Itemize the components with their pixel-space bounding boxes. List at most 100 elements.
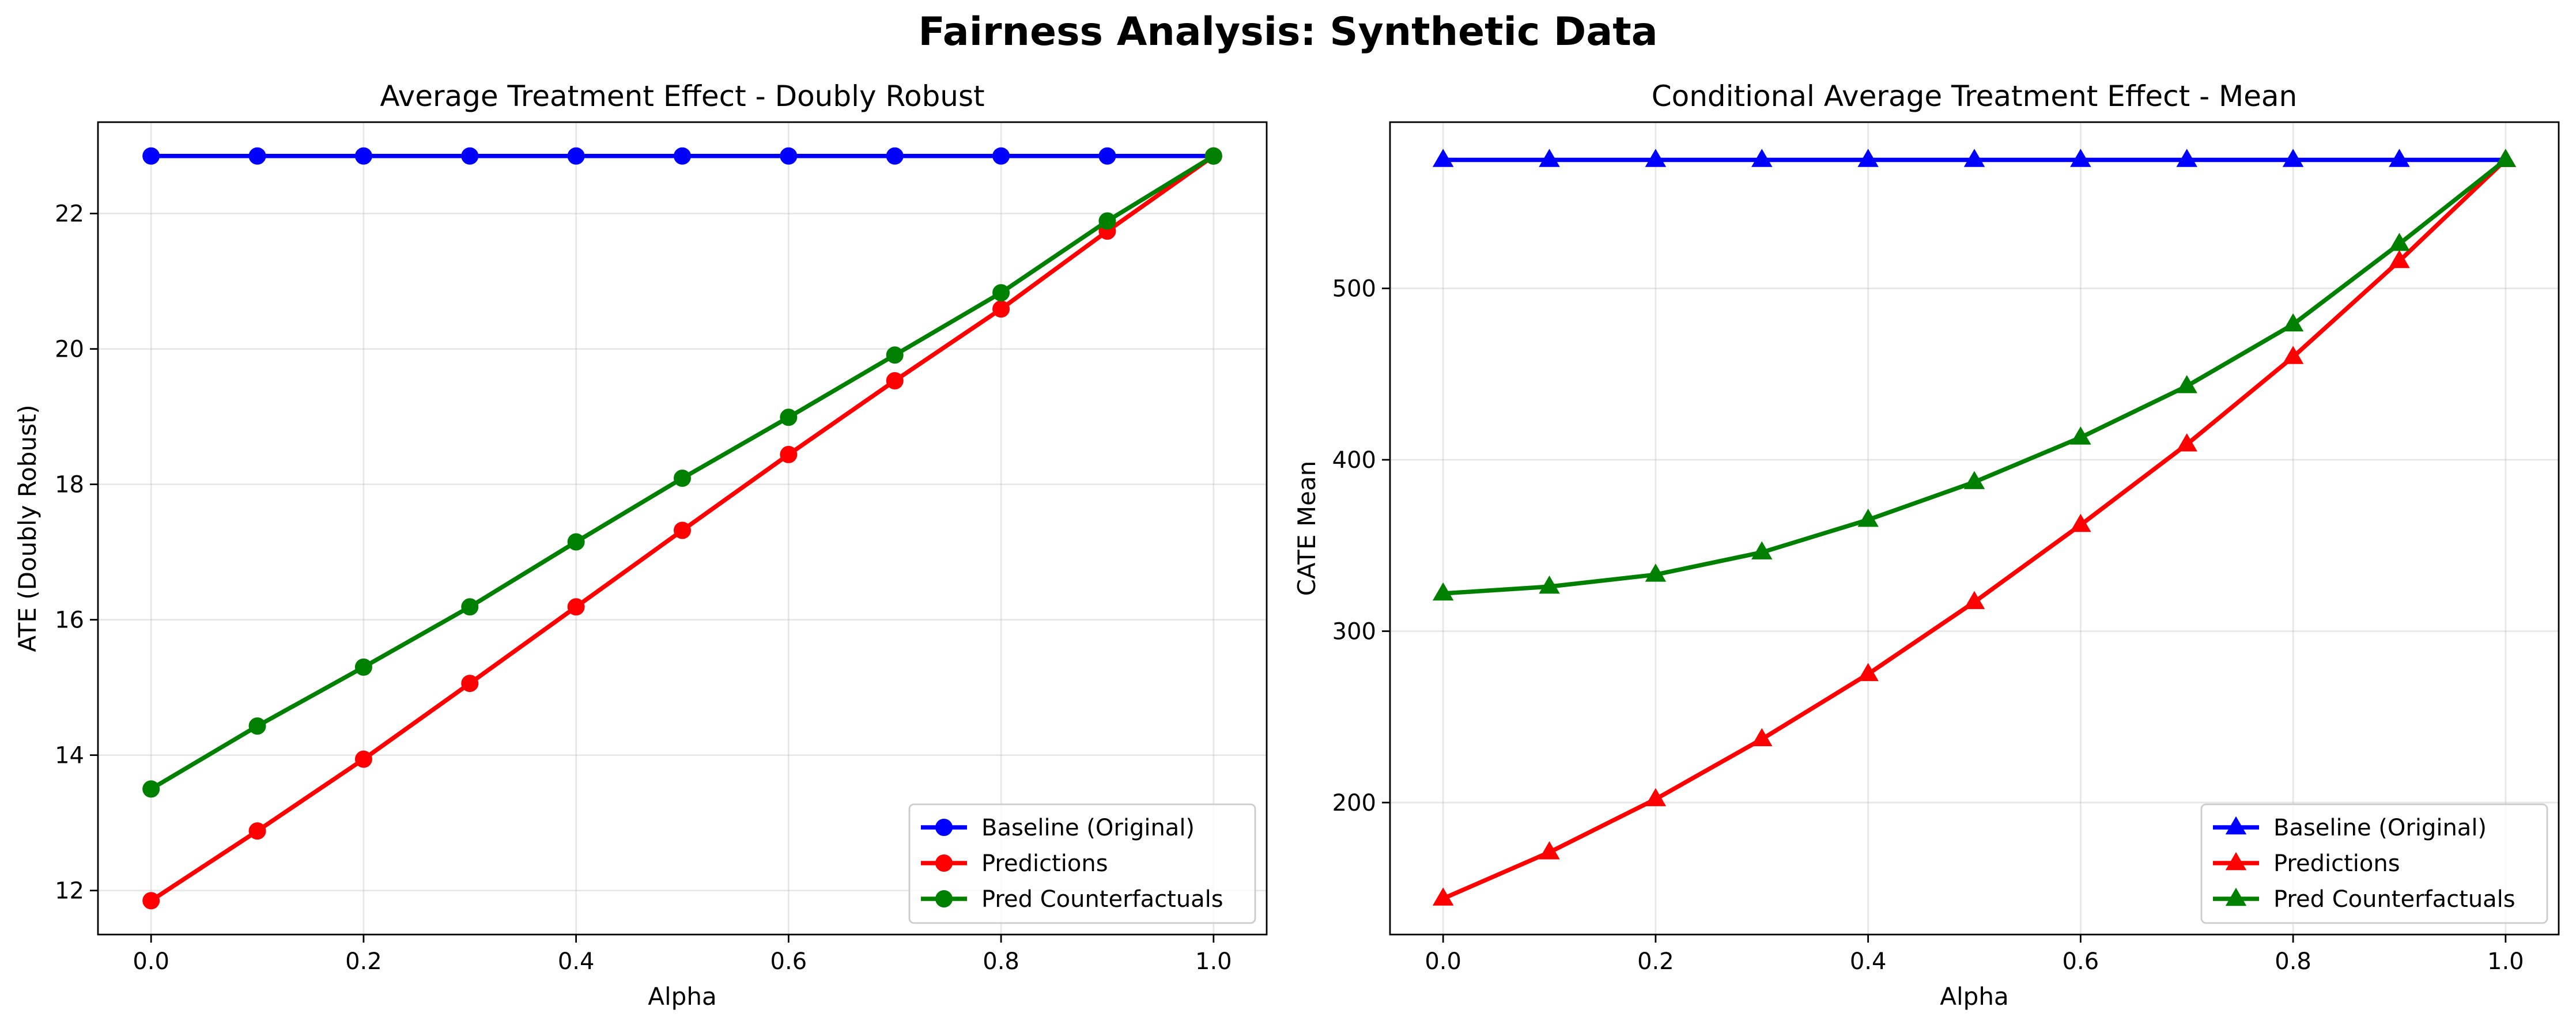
data-point [1432,149,1454,167]
data-point [1751,149,1773,167]
x-tick-label: 0.6 [770,948,807,975]
data-point [674,147,691,165]
data-point [1098,212,1116,230]
series-1 [1432,149,2517,167]
data-point [2389,149,2410,167]
data-point [886,346,904,364]
y-tick-label: 200 [1332,790,1376,816]
y-tick-label: 18 [55,472,84,498]
y-tick-label: 22 [55,201,84,228]
legend-marker [2225,816,2247,835]
data-point [461,675,479,693]
x-tick-label: 0.2 [1637,948,1674,975]
chart-title: Conditional Average Treatment Effect - M… [1652,80,2298,113]
legend-item: Pred Counterfactuals [2213,886,2515,913]
y-tick-label: 14 [55,743,84,769]
figure-suptitle: Fairness Analysis: Synthetic Data [918,9,1657,55]
legend-box [2200,803,2548,924]
data-point [2282,313,2304,332]
data-point [567,147,585,165]
series-group [142,147,1222,910]
data-point [1539,575,1560,594]
data-point [1539,149,1560,167]
y-axis-label: ATE (Doubly Robust) [13,404,41,652]
data-point [780,445,798,463]
data-point [1539,841,1560,860]
legend-marker [2225,852,2247,871]
data-point [2389,249,2410,268]
chart-panels: 0.0 0.2 0.4 0.6 0.8 1.0 12 14 16 18 20 22 Average Tr… [13,80,2560,1011]
data-point [1432,582,1454,601]
x-tick-label: 0.6 [2063,948,2099,975]
data-point [674,521,691,539]
y-axis-label: CATE Mean [1293,461,1321,596]
y-tick-label: 16 [55,607,84,634]
chart-panel-2: 0.0 0.2 0.4 0.6 0.8 1.0 200 300 400 500 Conditiona… [1293,80,2560,1011]
x-tick-label: 1.0 [2487,948,2524,975]
data-point [248,717,266,735]
y-tick-label: 400 [1332,447,1376,474]
chart-panel-1: 0.0 0.2 0.4 0.6 0.8 1.0 12 14 16 18 20 22 Average Tr… [13,80,1268,1011]
data-point [1963,591,1985,610]
x-axis-label: Alpha [1940,982,2008,1011]
y-axis: 12 14 16 18 20 22 [55,201,98,905]
legend-item: Pred Counterfactuals [921,886,1223,913]
data-point [2070,513,2091,532]
legend-label: Predictions [981,850,1108,877]
data-point [780,409,798,426]
y-axis: 200 300 400 500 [1332,276,1390,816]
x-axis: 0.0 0.2 0.4 0.6 0.8 1.0 [1425,935,2524,975]
data-point [1857,663,1879,682]
legend-label: Pred Counterfactuals [981,886,1223,913]
x-tick-label: 0.0 [1425,948,1461,975]
data-point [1963,149,1985,167]
data-point [248,822,266,840]
data-point [1645,563,1667,582]
x-tick-label: 0.4 [1850,948,1887,975]
y-tick-label: 500 [1332,276,1376,302]
data-point [992,284,1010,302]
x-axis-label: Alpha [648,982,716,1011]
plot-area [1390,122,2559,935]
data-point [2282,149,2304,167]
data-point [1204,147,1222,165]
data-point [142,147,160,165]
data-point [1963,471,1985,489]
series-3 [1432,149,2517,601]
x-tick-label: 1.0 [1195,948,1232,975]
data-point [2495,149,2517,167]
series-3 [142,147,1222,798]
x-tick-label: 0.8 [983,948,1019,975]
data-point [142,780,160,798]
data-point [1857,508,1879,527]
axes-frame [1389,121,2560,936]
data-point [886,147,904,165]
legend-marker [2225,887,2247,906]
data-point [354,147,372,165]
x-tick-label: 0.8 [2275,948,2311,975]
data-point [1751,728,1773,747]
data-point [2070,426,2091,445]
legend-marker [935,890,953,907]
data-point [567,598,585,616]
data-point [2176,433,2197,452]
legend-item: Predictions [2213,850,2400,877]
y-tick-label: 300 [1332,618,1376,645]
data-point [992,300,1010,318]
legend-item: Baseline (Original) [2213,815,2487,841]
y-tick-label: 12 [55,878,84,905]
data-point [1645,149,1667,167]
data-point [1645,788,1667,807]
data-point [248,147,266,165]
data-point [1432,887,1454,906]
x-axis: 0.0 0.2 0.4 0.6 0.8 1.0 [133,935,1232,975]
x-tick-label: 0.2 [345,948,382,975]
x-tick-label: 0.4 [558,948,595,975]
series-2 [1432,149,2517,906]
chart-title: Average Treatment Effect - Doubly Robust [380,80,984,113]
series-group [1432,149,2517,906]
data-point [1857,149,1879,167]
data-point [461,147,479,165]
legend-marker [935,819,953,836]
